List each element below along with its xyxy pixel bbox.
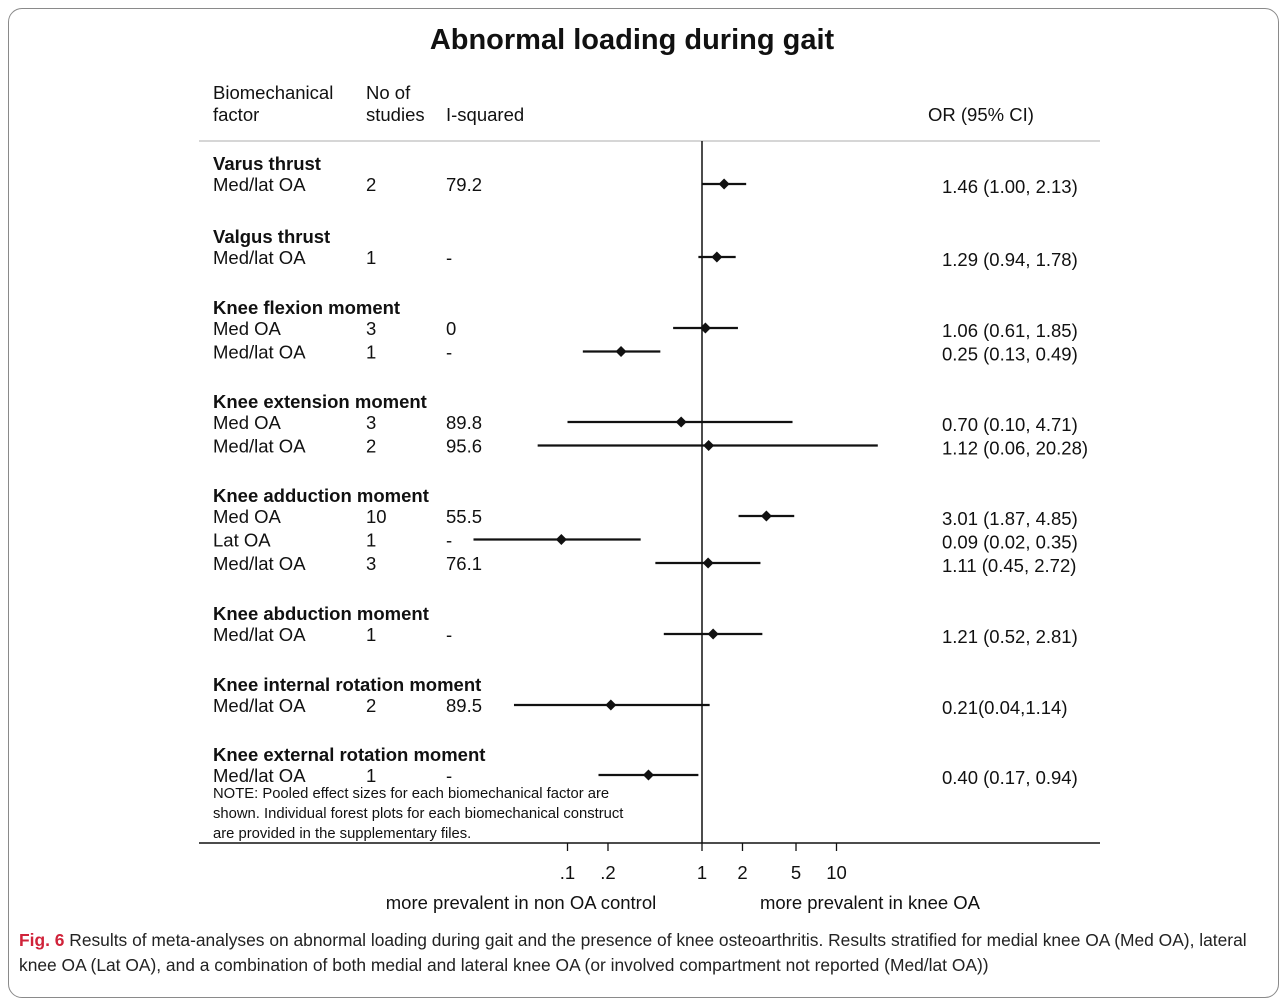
x-tick-label: 10 (826, 862, 847, 883)
row-studies: 1 (366, 624, 376, 645)
row-label: Lat OA (213, 530, 271, 551)
row-label: Med/lat OA (213, 174, 306, 195)
row-or-ci-text: 1.46 (1.00, 2.13) (942, 176, 1078, 197)
x-label-left: more prevalent in non OA control (386, 892, 656, 913)
row-label: Med/lat OA (213, 553, 306, 574)
x-tick-label: .1 (560, 862, 575, 883)
chart-title: Abnormal loading during gait (430, 24, 835, 56)
caption-text: Results of meta-analyses on abnormal loa… (19, 930, 1247, 975)
point-estimate-marker (760, 510, 772, 522)
row-label: Med OA (213, 506, 282, 527)
point-estimate-marker (702, 557, 714, 569)
group-heading: Knee external rotation moment (213, 744, 485, 765)
row-i-squared: - (446, 624, 452, 645)
row-studies: 10 (366, 506, 387, 527)
group-heading: Valgus thrust (213, 226, 330, 247)
row-studies: 2 (366, 695, 376, 716)
row-i-squared: 95.6 (446, 436, 482, 457)
x-tick-label: 2 (737, 862, 747, 883)
row-i-squared: 79.2 (446, 174, 482, 195)
point-estimate-marker (699, 322, 711, 334)
row-or-ci-text: 0.25 (0.13, 0.49) (942, 344, 1078, 365)
row-studies: 1 (366, 765, 376, 786)
row-i-squared: - (446, 247, 452, 268)
caption-label: Fig. 6 (19, 930, 65, 950)
header-studies-1: No of (366, 82, 411, 103)
note-line-2: shown. Individual forest plots for each … (213, 806, 623, 822)
row-i-squared: 76.1 (446, 553, 482, 574)
group-heading: Knee abduction moment (213, 603, 429, 624)
row-i-squared: 0 (446, 318, 456, 339)
row-i-squared: - (446, 342, 452, 363)
point-estimate-marker (642, 769, 654, 781)
x-tick-label: 5 (791, 862, 801, 883)
forest-plot: Abnormal loading during gait Biomechanic… (199, 24, 1100, 913)
group-heading: Knee internal rotation moment (213, 674, 481, 695)
row-label: Med/lat OA (213, 624, 306, 645)
point-estimate-marker (707, 628, 719, 640)
row-studies: 2 (366, 436, 376, 457)
x-tick-label: .2 (600, 862, 615, 883)
point-estimate-marker (718, 178, 730, 190)
row-i-squared: - (446, 530, 452, 551)
header-i-squared: I-squared (446, 104, 524, 125)
row-or-ci-text: 0.70 (0.10, 4.71) (942, 414, 1078, 435)
row-i-squared: 89.5 (446, 695, 482, 716)
row-studies: 3 (366, 412, 376, 433)
point-estimate-marker (605, 699, 617, 711)
header-studies-2: studies (366, 104, 425, 125)
row-studies: 1 (366, 342, 376, 363)
group-heading: Knee extension moment (213, 391, 427, 412)
row-or-ci-text: 1.11 (0.45, 2.72) (942, 555, 1076, 576)
row-or-ci-text: 1.06 (0.61, 1.85) (942, 320, 1078, 341)
row-studies: 1 (366, 247, 376, 268)
row-or-ci-text: 0.21(0.04,1.14) (942, 697, 1067, 718)
figure-caption: Fig. 6 Results of meta-analyses on abnor… (19, 928, 1274, 978)
row-studies: 3 (366, 318, 376, 339)
x-label-right: more prevalent in knee OA (760, 892, 981, 913)
note-line-1: NOTE: Pooled effect sizes for each biome… (213, 786, 609, 802)
row-studies: 3 (366, 553, 376, 574)
row-or-ci-text: 1.21 (0.52, 2.81) (942, 626, 1078, 647)
row-label: Med/lat OA (213, 695, 306, 716)
row-label: Med/lat OA (213, 765, 306, 786)
row-i-squared: - (446, 765, 452, 786)
group-heading: Varus thrust (213, 153, 321, 174)
group-heading: Knee adduction moment (213, 485, 429, 506)
header-factor-2: factor (213, 104, 259, 125)
row-i-squared: 89.8 (446, 412, 482, 433)
row-or-ci-text: 3.01 (1.87, 4.85) (942, 508, 1078, 529)
point-estimate-marker (711, 251, 723, 263)
row-or-ci-text: 0.40 (0.17, 0.94) (942, 767, 1078, 788)
row-or-ci-text: 0.09 (0.02, 0.35) (942, 532, 1078, 553)
row-studies: 2 (366, 174, 376, 195)
row-studies: 1 (366, 530, 376, 551)
x-tick-label: 1 (697, 862, 707, 883)
point-estimate-marker (703, 440, 715, 451)
point-estimate-marker (675, 416, 687, 428)
x-axis-ticks: .1 .2 1 2 5 10 (560, 843, 847, 883)
row-label: Med/lat OA (213, 247, 306, 268)
row-label: Med OA (213, 412, 282, 433)
row-label: Med OA (213, 318, 282, 339)
point-estimate-marker (615, 346, 627, 357)
row-or-ci-text: 1.12 (0.06, 20.28) (942, 438, 1088, 459)
row-label: Med/lat OA (213, 342, 306, 363)
row-label: Med/lat OA (213, 436, 306, 457)
row-i-squared: 55.5 (446, 506, 482, 527)
header-or-ci: OR (95% CI) (928, 104, 1034, 125)
row-or-ci-text: 1.29 (0.94, 1.78) (942, 249, 1078, 270)
header-factor-1: Biomechanical (213, 82, 333, 103)
group-heading: Knee flexion moment (213, 297, 400, 318)
point-estimate-marker (555, 534, 567, 545)
note-line-3: are provided in the supplementary files. (213, 826, 471, 842)
